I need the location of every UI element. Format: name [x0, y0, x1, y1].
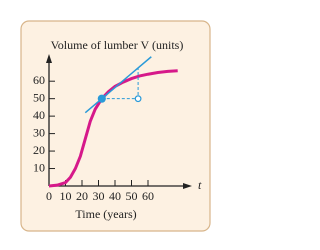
y-tick-label: 10: [33, 160, 45, 174]
x-tick-label: 30: [93, 189, 105, 203]
x-tick-label: 20: [76, 189, 88, 203]
chart: Volume of lumber V (units) Time (years) …: [20, 20, 211, 232]
y-tick-label: 50: [33, 90, 45, 104]
x-arrow: [183, 183, 192, 189]
y-tick-label: 40: [33, 108, 45, 122]
x-tick-label: 10: [60, 189, 72, 203]
x-tick-label: 50: [126, 189, 138, 203]
x-tick-label: 0: [46, 189, 52, 203]
point: [134, 95, 142, 103]
point: [97, 94, 106, 103]
x-tick-label: 40: [109, 189, 121, 203]
y-tick-label: 30: [33, 125, 45, 139]
y-tick-label: 20: [33, 143, 45, 157]
y-arrow: [46, 54, 52, 63]
x-axis-variable: t: [198, 178, 202, 192]
x-axis-label: Time (years): [75, 207, 136, 221]
chart-title: Volume of lumber V (units): [51, 38, 184, 52]
x-tick-label: 60: [142, 189, 154, 203]
y-tick-label: 60: [33, 73, 45, 87]
curve: [84, 56, 152, 114]
